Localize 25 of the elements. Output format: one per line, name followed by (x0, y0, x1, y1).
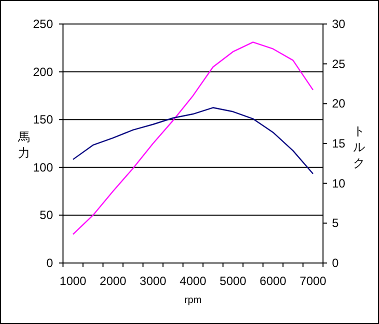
y-tick-label: 0 (46, 256, 54, 270)
x-tick-label: 7000 (300, 274, 327, 288)
x-tick-label: 1000 (60, 274, 87, 288)
y2-tick-label: 0 (332, 256, 339, 270)
y2-tick-label: 25 (332, 56, 346, 71)
y2-tick-label: 5 (332, 216, 339, 230)
x-tick-label: 3000 (140, 274, 167, 288)
x-tick-label: 2000 (100, 274, 127, 288)
x-tick-label: 6000 (260, 274, 287, 288)
y2-tick-label: 15 (332, 136, 346, 150)
y-tick-label: 200 (32, 64, 54, 79)
line-series (72, 107, 314, 174)
y-tick-label: 100 (32, 160, 54, 174)
line-series (72, 42, 314, 235)
y2-tick-label: 10 (332, 176, 346, 190)
y2-axis-title: トルク (353, 124, 365, 170)
x-tick-label: 5000 (220, 274, 247, 288)
y2-tick-label: 20 (332, 96, 346, 111)
x-tick-label: 4000 (180, 274, 207, 288)
x-axis-title: rpm (184, 295, 202, 306)
y-tick-label: 50 (40, 208, 54, 222)
y-axis-title: 馬力 (17, 130, 30, 160)
y-tick-label: 250 (32, 17, 54, 31)
y2-tick-label: 30 (332, 17, 346, 31)
y-tick-label: 150 (32, 112, 54, 127)
